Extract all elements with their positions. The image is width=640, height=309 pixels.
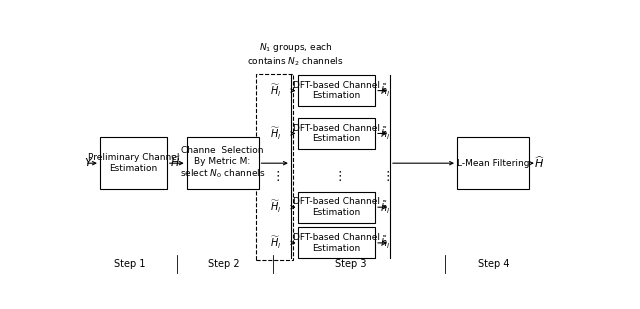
Text: Preliminary Channel
Estimation: Preliminary Channel Estimation [88, 154, 179, 173]
Text: $\widetilde{H}_l$: $\widetilde{H}_l$ [270, 125, 282, 142]
Bar [187, 137, 259, 189]
Bar [256, 74, 293, 260]
Text: $\vdots$: $\vdots$ [333, 169, 342, 183]
Bar [298, 192, 375, 223]
Bar [298, 75, 375, 106]
Text: Step 1: Step 1 [114, 259, 145, 269]
Text: DFT-based Channel
Estimation: DFT-based Channel Estimation [293, 81, 380, 100]
Text: Channe  Selection
By Metric M:
select $N_0$ channels: Channe Selection By Metric M: select $N_… [180, 146, 265, 180]
Text: $\vdots$: $\vdots$ [381, 169, 390, 183]
Text: $N_1$ groups, each
contains $N_2$ channels: $N_1$ groups, each contains $N_2$ channe… [248, 41, 344, 68]
Text: $\tilde{h}_l$: $\tilde{h}_l$ [380, 199, 390, 216]
Text: $\widetilde{H}_l$: $\widetilde{H}_l$ [270, 235, 282, 251]
Text: $Y$: $Y$ [84, 156, 93, 168]
Text: $\widetilde{H}_l$: $\widetilde{H}_l$ [270, 83, 282, 99]
Text: Step 4: Step 4 [479, 259, 510, 269]
Text: Step 3: Step 3 [335, 259, 366, 269]
Text: Step 2: Step 2 [208, 259, 239, 269]
Text: $\tilde{h}_l$: $\tilde{h}_l$ [380, 125, 390, 142]
Text: DFT-based Channel
Estimation: DFT-based Channel Estimation [293, 197, 380, 217]
Text: $\widetilde{H}$: $\widetilde{H}$ [170, 154, 181, 169]
Text: $\widetilde{H}_l$: $\widetilde{H}_l$ [270, 199, 282, 215]
Text: $\vdots$: $\vdots$ [271, 169, 280, 183]
Text: DFT-based Channel
Estimation: DFT-based Channel Estimation [293, 233, 380, 252]
Text: $\tilde{h}_l$: $\tilde{h}_l$ [380, 82, 390, 99]
Bar [100, 137, 167, 189]
Text: DFT-based Channel
Estimation: DFT-based Channel Estimation [293, 124, 380, 143]
Text: L-Mean Filtering: L-Mean Filtering [457, 159, 529, 168]
Bar [457, 137, 529, 189]
Bar [298, 227, 375, 258]
Bar [298, 118, 375, 149]
Text: $\tilde{h}_l$: $\tilde{h}_l$ [380, 235, 390, 251]
Text: $\widehat{H}$: $\widehat{H}$ [534, 154, 545, 170]
